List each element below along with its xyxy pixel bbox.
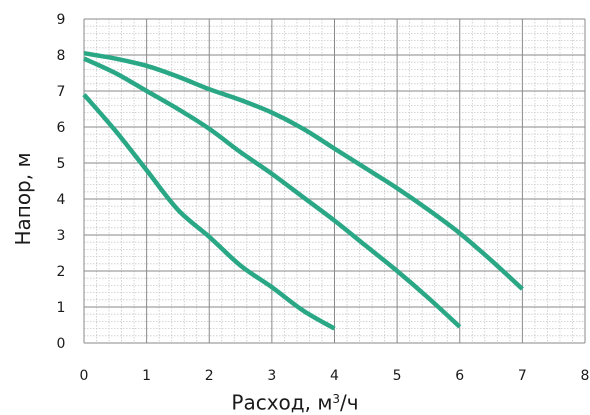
x-tick-label: 7	[518, 368, 527, 384]
x-axis-title: Расход, м3/ч	[0, 386, 590, 415]
major-grid	[83, 18, 586, 344]
y-tick-label: 2	[57, 264, 66, 280]
x-tick-label: 3	[267, 368, 276, 384]
x-tick-label: 4	[330, 368, 339, 384]
y-tick-label: 1	[57, 300, 66, 316]
y-axis-title: Напор, м	[11, 152, 35, 245]
y-tick-label: 7	[57, 84, 66, 100]
series-line-1	[82, 93, 336, 331]
y-tick-label: 0	[57, 336, 66, 352]
y-tick-label: 8	[57, 48, 66, 64]
series-layer	[82, 50, 524, 331]
x-axis-title-text: Расход, м	[231, 390, 333, 415]
x-tick-label: 1	[142, 368, 151, 384]
y-tick-label: 6	[57, 120, 66, 136]
x-tick-label: 5	[393, 368, 402, 384]
y-tick-label: 5	[57, 156, 66, 172]
x-tick-label: 6	[455, 368, 464, 384]
x-axis-title-superscript: 3	[332, 392, 341, 406]
x-tick-label: 2	[205, 368, 214, 384]
x-tick-label: 0	[80, 368, 89, 384]
y-tick-label: 4	[57, 192, 66, 208]
y-tick-label: 9	[57, 12, 66, 28]
x-tick-label: 8	[581, 368, 590, 384]
series-line-3	[83, 50, 524, 291]
y-axis-tick-labels: 0 1 2 3 4 5 6 7 8 9	[57, 12, 66, 352]
series-line-2	[83, 56, 462, 329]
y-tick-label: 3	[57, 228, 66, 244]
x-axis-tick-labels: 0 1 2 3 4 5 6 7 8	[80, 368, 590, 384]
x-axis-title-suffix: /ч	[340, 390, 359, 415]
